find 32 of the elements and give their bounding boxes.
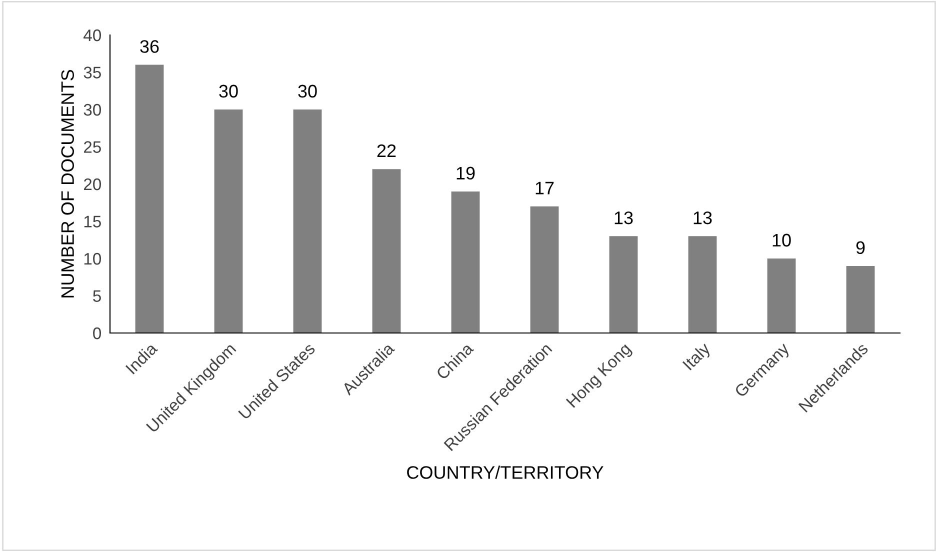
y-tick-label: 20	[84, 178, 102, 190]
bar	[214, 110, 243, 333]
bar	[451, 191, 480, 333]
y-tick-label: 15	[84, 216, 101, 228]
y-tick-label: 10	[84, 252, 102, 265]
data-label: 10	[772, 234, 791, 247]
y-tick-label: 25	[84, 141, 101, 153]
y-tick-label: 0	[93, 327, 102, 340]
y-tick-label: 5	[93, 290, 101, 302]
bar	[372, 169, 401, 333]
data-label: 13	[614, 211, 633, 224]
data-label: 22	[377, 144, 396, 158]
bar	[767, 258, 796, 333]
data-label: 17	[536, 182, 554, 194]
bar	[293, 110, 322, 333]
data-label: 9	[856, 241, 865, 254]
data-label: 30	[298, 84, 317, 98]
x-tick-label: Italy	[682, 341, 714, 373]
data-label: 19	[456, 166, 475, 180]
bar	[530, 206, 559, 333]
y-tick-label: 35	[84, 66, 101, 78]
data-label: 13	[694, 211, 712, 224]
bar	[846, 266, 875, 333]
y-tick-label: 40	[84, 29, 102, 42]
y-axis-title: NUMBER OF DOCUMENTS	[61, 70, 74, 298]
data-label: 36	[140, 40, 159, 53]
x-axis-title: COUNTRY/TERRITORY	[407, 466, 604, 479]
y-tick-label: 30	[84, 104, 102, 116]
data-label: 30	[219, 84, 238, 98]
bar	[135, 64, 164, 333]
bar	[609, 236, 638, 333]
bar	[688, 236, 717, 333]
